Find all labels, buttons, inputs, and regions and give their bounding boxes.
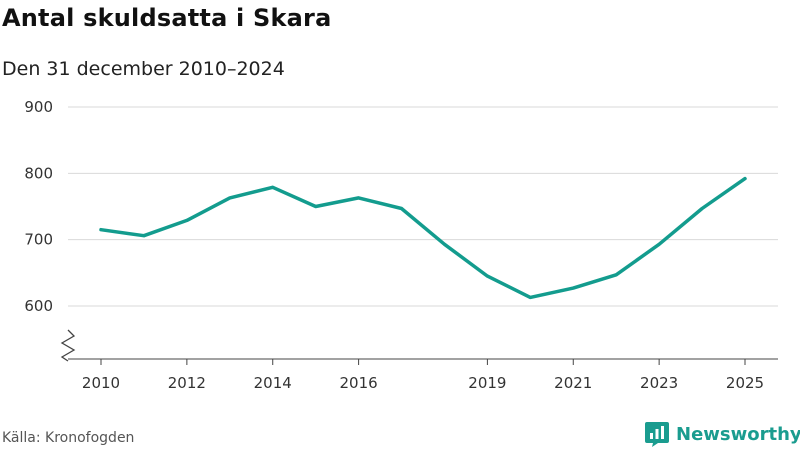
source-note: Källa: Kronofogden xyxy=(2,430,135,446)
y-tick-label-600: 600 xyxy=(24,297,53,315)
x-axis xyxy=(60,329,778,365)
data-point-2015 xyxy=(314,205,317,208)
gridlines xyxy=(68,106,778,307)
data-point-2017 xyxy=(400,207,403,210)
x-tick-label-2010: 2010 xyxy=(82,374,120,392)
x-tick-label-2014: 2014 xyxy=(254,374,292,392)
chart-title: Antal skuldsatta i Skara xyxy=(2,4,332,32)
x-tick-label-2025: 2025 xyxy=(726,374,764,392)
data-point-2012 xyxy=(185,219,189,222)
data-point-2025 xyxy=(743,177,747,180)
series-layer xyxy=(99,176,747,300)
data-point-2011 xyxy=(142,234,146,237)
data-point-2023 xyxy=(657,243,661,246)
brand-name: Newsworthy xyxy=(676,423,800,445)
x-axis-labels: 2010 2012 2014 2016 2019 2021 2023 2025 xyxy=(82,374,764,392)
x-tick-label-2019: 2019 xyxy=(468,374,506,392)
data-point-2016 xyxy=(357,196,360,200)
data-point-2020 xyxy=(529,296,532,299)
y-tick-label-700: 700 xyxy=(24,231,53,249)
data-point-2018 xyxy=(443,243,446,246)
y-axis-labels: 600 700 800 900 xyxy=(24,98,53,315)
newsworthy-logo-icon xyxy=(645,422,669,447)
data-point-2019 xyxy=(486,274,489,278)
data-point-2010 xyxy=(99,228,103,231)
series-line-0 xyxy=(99,176,747,300)
data-point-2021 xyxy=(572,286,575,290)
data-point-2014 xyxy=(271,186,274,189)
axis-break-icon xyxy=(60,329,76,362)
y-tick-label-800: 800 xyxy=(24,164,53,182)
x-tick-label-2021: 2021 xyxy=(554,374,592,392)
data-point-2024 xyxy=(700,207,704,210)
chart-subtitle: Den 31 december 2010–2024 xyxy=(2,58,285,80)
data-point-2013 xyxy=(228,196,231,200)
data-point-2022 xyxy=(615,273,618,277)
x-tick-label-2023: 2023 xyxy=(640,374,678,392)
x-tick-label-2016: 2016 xyxy=(340,374,378,392)
y-tick-label-900: 900 xyxy=(24,98,53,116)
brand-logo: Newsworthy xyxy=(644,420,800,448)
x-tick-label-2012: 2012 xyxy=(168,374,206,392)
